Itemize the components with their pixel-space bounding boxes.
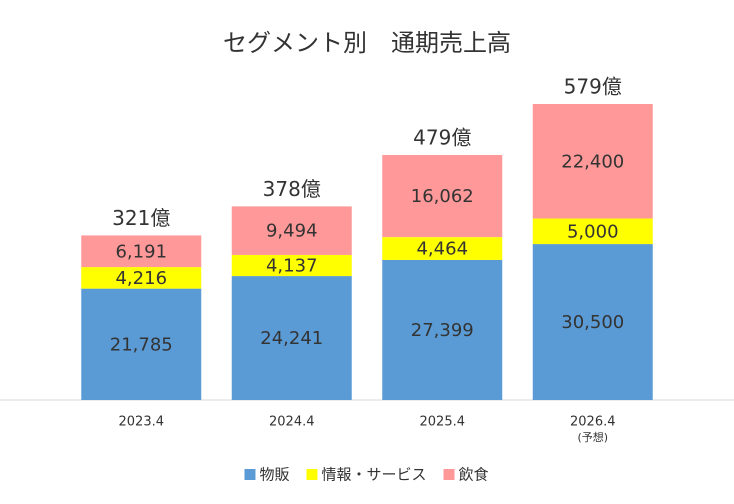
x-tick-note: (予想) (577, 430, 608, 444)
bar-segment (382, 154, 503, 238)
x-tick-label: 2024.4 (269, 415, 315, 430)
x-tick-label: 2026.4 (570, 415, 616, 430)
value-label: 16,062 (411, 186, 474, 207)
total-label: 378億 (263, 177, 321, 201)
value-label: 30,500 (561, 312, 624, 333)
value-label: 21,785 (110, 334, 173, 355)
bar-segment (532, 218, 653, 245)
total-label: 479億 (413, 125, 471, 149)
legend-swatch (306, 469, 318, 480)
bar-segment (81, 235, 202, 268)
legend-swatch (443, 469, 455, 480)
total-label: 321億 (112, 206, 170, 230)
bar-segment (382, 259, 503, 400)
legend-label: 飲食 (459, 466, 489, 484)
x-tick-label: 2023.4 (119, 415, 165, 430)
bar-segment (231, 206, 352, 255)
value-label: 27,399 (411, 320, 474, 341)
bar-segment (81, 267, 202, 289)
value-label: 22,400 (561, 151, 624, 172)
bar-segment (382, 237, 503, 260)
legend-label: 物販 (259, 466, 289, 484)
value-label: 4,464 (416, 239, 468, 260)
bar-segment (231, 254, 352, 277)
value-label: 4,137 (266, 255, 318, 276)
bar-segment (81, 288, 202, 400)
legend-label: 情報・サービス (321, 466, 426, 484)
x-tick-label: 2025.4 (420, 415, 466, 430)
value-label: 4,216 (115, 268, 167, 289)
value-label: 9,494 (266, 221, 318, 242)
value-label: 5,000 (567, 221, 619, 242)
bar-segment (532, 104, 653, 219)
value-label: 6,191 (115, 241, 167, 262)
bar-segment (532, 244, 653, 400)
value-label: 24,241 (260, 328, 323, 349)
total-label: 579億 (564, 75, 622, 99)
legend-swatch (244, 469, 256, 480)
chart-title: セグメント別 通期売上高 (223, 29, 511, 57)
bar-segment (231, 276, 352, 400)
